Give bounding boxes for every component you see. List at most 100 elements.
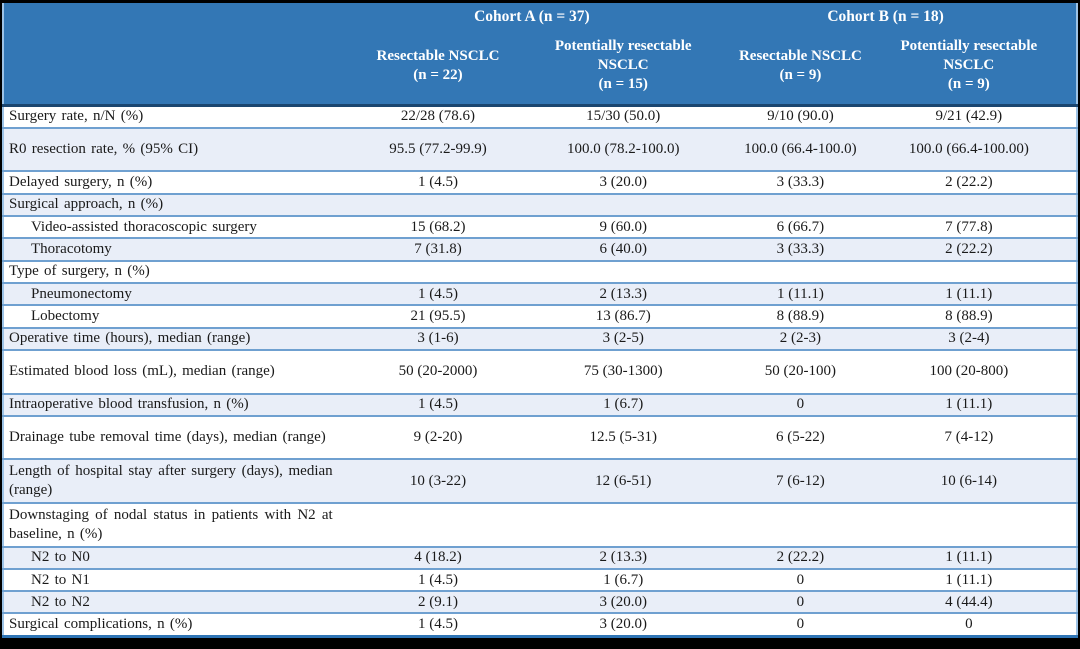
cell-value: 1 (4.5): [417, 616, 458, 633]
cell-value: [717, 194, 883, 216]
cell-value: 4 (44.4): [945, 593, 993, 610]
cell-value: 0: [796, 616, 805, 633]
column-header-potentially-resectable-b: Potentially resectable NSCLC (n = 9): [883, 28, 1077, 105]
row-label: R0 resection rate, % (95% CI): [9, 141, 199, 158]
cell-value: 22/28 (78.6): [400, 108, 476, 125]
subgroup-header-row: Resectable NSCLC (n = 22) Potentially re…: [3, 28, 1077, 105]
column-header-n: (n = 9): [779, 66, 822, 83]
cell-value: 8 (88.9): [776, 307, 825, 324]
table-row: Surgical approach, n (%): [3, 193, 1077, 217]
cell-value: 7 (6-12): [776, 472, 825, 489]
cell-value: [529, 194, 717, 216]
table-row: Intraoperative blood transfusion, n (%) 1…: [3, 393, 1077, 416]
cell-value: [347, 503, 530, 547]
cell-value: 6 (5-22): [776, 429, 825, 446]
cell-value: 1 (4.5): [417, 571, 458, 588]
row-label: Surgery rate, n/N (%): [9, 108, 144, 125]
cell-value: 0: [965, 616, 973, 633]
table-row: Lobectomy 21 (95.5) 13 (86.7) 8 (88.9) 8 (88…: [3, 305, 1077, 328]
cell-value: 15 (68.2): [410, 218, 466, 235]
cell-value: 0: [796, 593, 805, 610]
column-header-resectable-a: Resectable NSCLC (n = 22): [346, 28, 530, 105]
cell-value: 2 (13.3): [599, 549, 647, 566]
cell-value: 1 (11.1): [945, 571, 993, 588]
cell-value: [884, 261, 1077, 283]
cell-value: 100.0 (78.2-100.0): [566, 141, 680, 158]
cell-value: 1 (11.1): [945, 549, 993, 566]
cell-value: 100 (20-800): [929, 363, 1009, 380]
cell-value: 7 (77.8): [945, 218, 993, 235]
cell-value: [884, 194, 1077, 216]
row-label: Pneumonectomy: [31, 285, 132, 302]
cell-value: 100.0 (66.4-100.00): [908, 141, 1029, 158]
cell-value: 1 (6.7): [603, 396, 644, 413]
column-header-n: (n = 15): [598, 76, 648, 93]
row-label: Operative time (hours), median (range): [9, 330, 251, 347]
row-label: N2 to N0: [31, 549, 90, 566]
cell-value: [717, 261, 883, 283]
cell-value: 21 (95.5): [410, 307, 466, 324]
cell-value: [529, 503, 717, 547]
cell-value: 3 (20.0): [599, 593, 647, 610]
cell-value: 15/30 (50.0): [586, 108, 661, 125]
table-row: N2 to N1 1 (4.5) 1 (6.7) 0 1 (11.1): [3, 568, 1077, 592]
cell-value: 1 (4.5): [417, 396, 458, 413]
row-label: Downstaging of nodal status in patients …: [9, 506, 333, 542]
cell-value: 1 (11.1): [945, 285, 993, 302]
cell-value: 12 (6-51): [595, 472, 652, 489]
row-label: Length of hospital stay after surgery (d…: [9, 463, 333, 499]
table-row: R0 resection rate, % (95% CI) 95.5 (77.2-…: [3, 127, 1077, 172]
column-header-label: Resectable NSCLC: [738, 47, 862, 64]
cell-value: 6 (66.7): [776, 218, 825, 235]
cell-value: 12.5 (5-31): [589, 429, 657, 446]
table-row: Estimated blood loss (mL), median (range…: [3, 349, 1077, 394]
cell-value: 1 (11.1): [945, 396, 993, 413]
row-label: N2 to N2: [31, 593, 90, 610]
column-header-label: Potentially resectable NSCLC: [554, 38, 692, 74]
cohort-group-row: Cohort A (n = 37) Cohort B (n = 18): [3, 3, 1077, 105]
cell-value: 0: [796, 396, 805, 413]
cell-value: 9/21 (42.9): [935, 108, 1003, 125]
cell-value: [529, 261, 717, 283]
cell-value: 3 (1-6): [417, 330, 459, 347]
cell-value: 3 (33.3): [776, 241, 825, 258]
cohort-a-header: Cohort A (n = 37): [346, 3, 718, 28]
table-row: Operative time (hours), median (range) 3 …: [3, 327, 1077, 350]
cell-value: 1 (4.5): [417, 285, 458, 302]
surgical-outcomes-table: Cohort A (n = 37) Cohort B (n = 18) Rese…: [2, 3, 1078, 638]
column-header-label: Potentially resectable NSCLC: [900, 38, 1038, 74]
row-label: N2 to N1: [31, 571, 90, 588]
table-row: Pneumonectomy 1 (4.5) 2 (13.3) 1 (11.1) 1 (1…: [3, 282, 1077, 306]
table-row: Drainage tube removal time (days), media…: [3, 415, 1077, 460]
cell-value: 50 (20-2000): [398, 363, 478, 380]
table-row: N2 to N0 4 (18.2) 2 (13.3) 2 (22.2) 1 (11.1): [3, 546, 1077, 569]
table-row: Surgical complications, n (%) 1 (4.5) 3 (2…: [3, 613, 1077, 637]
table-row: Surgery rate, n/N (%) 22/28 (78.6) 15/30 (…: [3, 105, 1077, 128]
cell-value: 2 (22.2): [945, 241, 993, 258]
cell-value: 100.0 (66.4-100.0): [744, 141, 857, 158]
cell-value: 8 (88.9): [945, 307, 993, 324]
corner-cell: [3, 3, 347, 105]
row-label: Video-assisted thoracoscopic surgery: [31, 218, 257, 235]
table-row: N2 to N2 2 (9.1) 3 (20.0) 0 4 (44.4): [3, 591, 1077, 614]
row-label: Lobectomy: [31, 307, 100, 324]
table-frame: Cohort A (n = 37) Cohort B (n = 18) Rese…: [2, 3, 1078, 638]
table-body: Surgery rate, n/N (%) 22/28 (78.6) 15/30 (…: [3, 105, 1077, 637]
column-header-n: (n = 22): [413, 66, 463, 83]
table-row: Length of hospital stay after surgery (d…: [3, 459, 1077, 503]
cell-value: 13 (86.7): [595, 307, 651, 324]
cell-value: 9/10 (90.0): [767, 108, 834, 125]
row-label: Estimated blood loss (mL), median (range…: [9, 363, 275, 380]
cell-value: 0: [796, 571, 805, 588]
cell-value: 3 (33.3): [776, 174, 825, 191]
table-row: Thoracotomy 7 (31.8) 6 (40.0) 3 (33.3) 2 (22…: [3, 238, 1077, 261]
cell-value: 10 (3-22): [409, 472, 467, 489]
cell-value: 4 (18.2): [414, 549, 462, 566]
cell-value: 1 (11.1): [776, 285, 824, 302]
table-header: Cohort A (n = 37) Cohort B (n = 18) Rese…: [3, 3, 1077, 105]
row-label: Thoracotomy: [31, 241, 112, 258]
cell-value: 1 (4.5): [417, 174, 458, 191]
cell-value: 75 (30-1300): [583, 363, 663, 380]
cell-value: 1 (6.7): [603, 571, 644, 588]
row-label: Delayed surgery, n (%): [9, 174, 153, 191]
